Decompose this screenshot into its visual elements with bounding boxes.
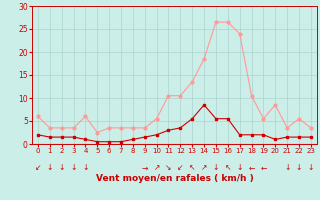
Text: ↓: ↓ — [284, 163, 290, 172]
Text: ↖: ↖ — [189, 163, 196, 172]
Text: ↓: ↓ — [47, 163, 53, 172]
Text: ↓: ↓ — [82, 163, 89, 172]
Text: ↓: ↓ — [296, 163, 302, 172]
Text: ↘: ↘ — [165, 163, 172, 172]
Text: ↓: ↓ — [59, 163, 65, 172]
X-axis label: Vent moyen/en rafales ( km/h ): Vent moyen/en rafales ( km/h ) — [96, 174, 253, 183]
Text: ↓: ↓ — [213, 163, 219, 172]
Text: ↓: ↓ — [308, 163, 314, 172]
Text: ↓: ↓ — [236, 163, 243, 172]
Text: ←: ← — [260, 163, 267, 172]
Text: →: → — [141, 163, 148, 172]
Text: ←: ← — [248, 163, 255, 172]
Text: ↗: ↗ — [201, 163, 207, 172]
Text: ↓: ↓ — [70, 163, 77, 172]
Text: ↙: ↙ — [177, 163, 184, 172]
Text: ↗: ↗ — [153, 163, 160, 172]
Text: ↖: ↖ — [225, 163, 231, 172]
Text: ↙: ↙ — [35, 163, 41, 172]
